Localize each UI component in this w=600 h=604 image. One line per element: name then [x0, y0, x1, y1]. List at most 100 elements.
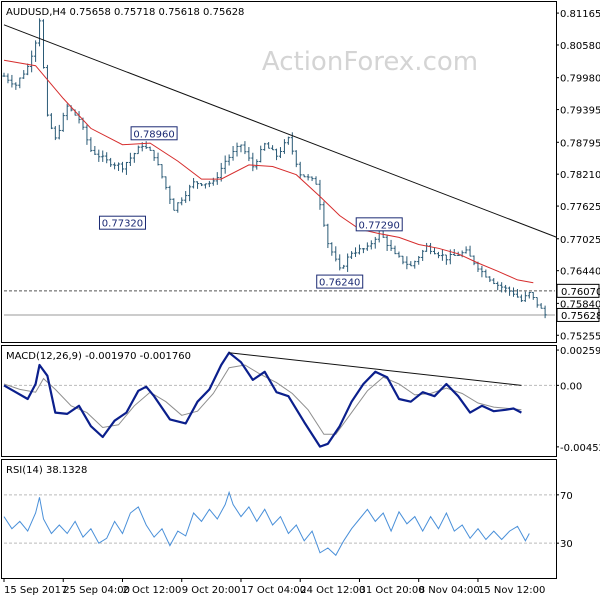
ohlc-bar	[357, 244, 362, 255]
y-axis-value-tag: 0.75628	[556, 307, 600, 322]
ohlc-bar	[148, 146, 152, 151]
x-tick-label: 25 Sep 04:00	[63, 585, 130, 596]
ohlc-bar	[45, 64, 50, 117]
y-tick-label: 70	[560, 491, 573, 502]
y-tick-label: 0.78210	[560, 170, 600, 181]
ohlc-bar	[144, 141, 148, 149]
ohlc-bar	[195, 181, 200, 189]
ohlc-bar	[535, 296, 539, 308]
ohlc-bar	[432, 247, 437, 255]
y-tick-label: 0.00	[560, 381, 582, 392]
ohlc-bar	[385, 235, 389, 251]
ohlc-bar	[215, 172, 219, 185]
x-tick-label: 17 Oct 04:00	[241, 585, 306, 596]
price-label: 0.76240	[316, 274, 364, 289]
y-tick-label: -0.004522	[560, 443, 600, 454]
ohlc-bar	[342, 264, 346, 269]
price-label-box	[316, 274, 364, 289]
ohlc-bar	[318, 179, 322, 210]
x-tick-label: 2 Oct 12:00	[122, 585, 181, 596]
ohlc-bar	[203, 183, 208, 189]
ohlc-bar	[306, 174, 310, 181]
rsi-layer	[3, 490, 555, 557]
ohlc-bar	[89, 137, 93, 153]
macd-layer	[3, 351, 555, 448]
ohlc-bar	[22, 70, 26, 79]
ohlc-bar	[365, 242, 369, 251]
ohlc-bar	[53, 126, 57, 141]
ohlc-bar	[26, 63, 30, 76]
ohlc-bar	[425, 242, 429, 252]
ohlc-bar	[302, 174, 306, 178]
price-label-text: 0.77290	[359, 220, 400, 231]
ohlc-bar	[65, 103, 69, 121]
ohlc-bar	[330, 242, 334, 256]
y-axis-value-tag: 0.76070	[556, 283, 600, 298]
ohlc-bar	[278, 147, 283, 159]
ohlc-bar	[188, 184, 192, 202]
y-tick-label: 0.79395	[560, 106, 600, 117]
ohlc-bar	[361, 248, 366, 254]
ohlc-bar	[41, 19, 46, 69]
macd-signal-line	[3, 364, 522, 435]
ohlc-bar	[334, 246, 338, 262]
ohlc-bar	[405, 256, 409, 270]
macd-line	[3, 351, 522, 448]
ohlc-bar	[511, 287, 516, 297]
ohlc-bar	[492, 278, 496, 285]
x-tick-label: 15 Sep 2017	[4, 585, 67, 596]
ohlc-bar	[527, 291, 531, 299]
ohlc-bar	[112, 162, 117, 170]
ohlc-bar	[444, 254, 448, 265]
ohlc-bar	[397, 251, 401, 258]
y-axis-value-box	[556, 283, 600, 298]
y-axis-value-text: 0.75628	[561, 311, 600, 322]
sma-line	[3, 59, 534, 284]
ohlc-bar	[116, 162, 121, 171]
price-label: 0.77320	[98, 215, 146, 230]
y-tick-label: 30	[560, 539, 573, 550]
ohlc-bar	[152, 149, 156, 161]
ohlc-bar	[282, 139, 287, 154]
ohlc-bar	[500, 282, 504, 293]
ohlc-bar	[259, 145, 263, 163]
macd-panel-frame	[1, 345, 557, 457]
price-label-box	[355, 217, 403, 232]
y-tick-label: 0.77025	[560, 235, 600, 246]
ohlc-bar	[124, 161, 129, 175]
price-trendline	[3, 24, 558, 238]
ohlc-bar	[85, 124, 89, 145]
ohlc-bar	[176, 202, 180, 213]
ohlc-bar	[105, 152, 109, 164]
ohlc-bar	[267, 141, 271, 149]
y-tick-label: 0.002595	[560, 346, 600, 357]
y-axis-value-box	[556, 307, 600, 322]
y-tick-label: 0.79980	[560, 74, 600, 85]
ohlc-bar	[168, 185, 172, 205]
ohlc-bar	[247, 147, 251, 162]
ohlc-bar	[57, 124, 61, 140]
price-label: 0.77290	[355, 217, 403, 232]
ohlc-bar	[349, 251, 354, 259]
ohlc-bar	[274, 148, 279, 161]
ohlc-bar	[128, 152, 132, 166]
ohlc-bar	[6, 73, 10, 84]
ohlc-bar	[338, 254, 342, 271]
ohlc-bar	[326, 223, 330, 249]
ohlc-bar	[37, 18, 42, 47]
y-tick-label: 0.80580	[560, 41, 600, 52]
ohlc-bar	[30, 50, 34, 73]
ohlc-bar	[314, 176, 318, 185]
ohlc-bar	[413, 260, 417, 269]
x-tick-label: 31 Oct 20:00	[359, 585, 424, 596]
ohlc-bar	[251, 152, 255, 172]
ohlc-bar	[389, 239, 393, 252]
ohlc-bar	[484, 269, 488, 278]
ohlc-bar	[33, 40, 38, 62]
ohlc-bar	[543, 305, 547, 319]
ohlc-bar	[421, 249, 425, 261]
rsi-line	[3, 490, 530, 557]
x-tick-label: 9 Oct 20:00	[182, 585, 241, 596]
ohlc-bar	[227, 154, 231, 166]
